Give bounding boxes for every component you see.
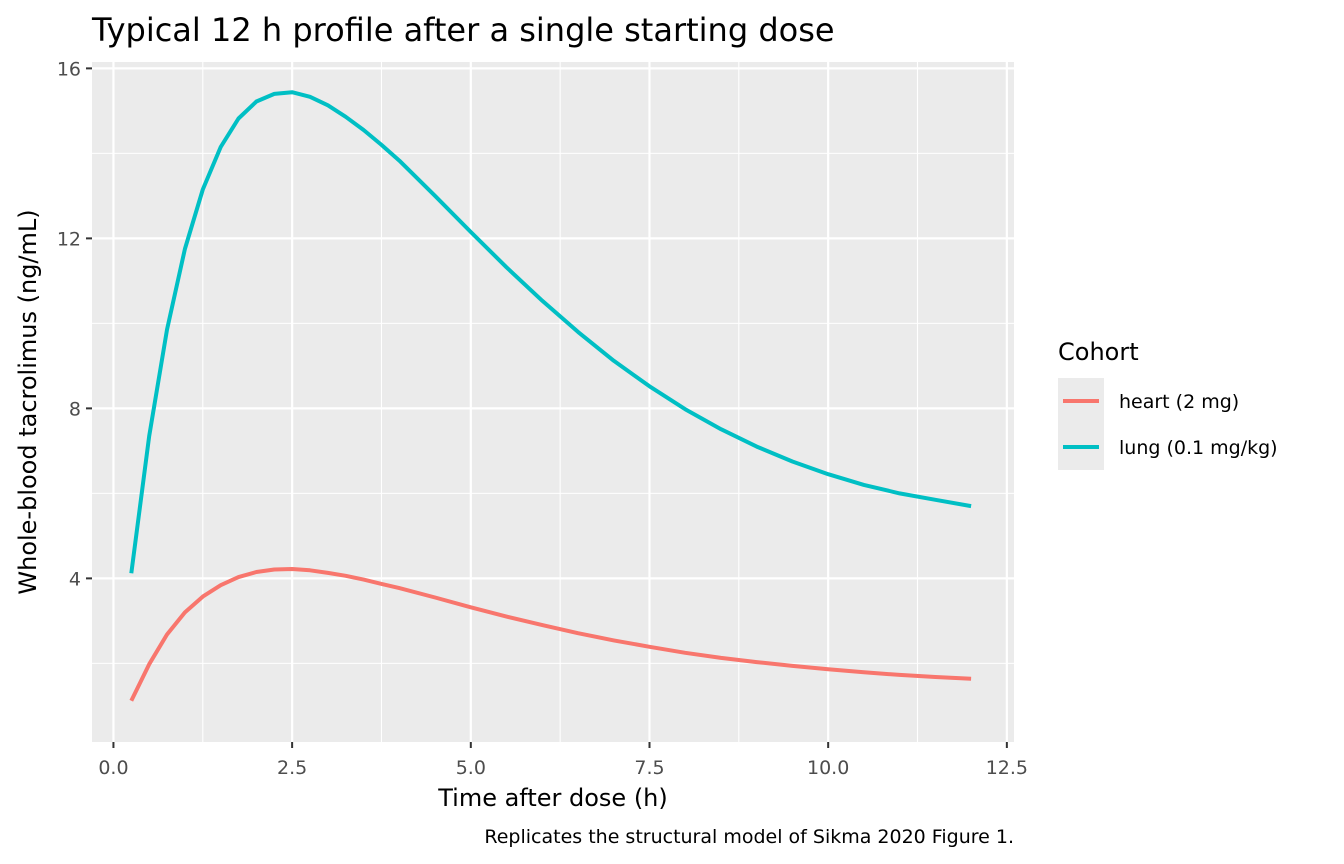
y-axis: 4 8 12 16 [57, 58, 92, 590]
x-tick-label: 0.0 [98, 757, 128, 779]
x-tick-label: 12.5 [986, 757, 1028, 779]
chart-title: Typical 12 h profile after a single star… [91, 11, 835, 49]
legend-title: Cohort [1058, 338, 1139, 366]
x-tick-label: 5.0 [456, 757, 486, 779]
y-tick-label: 8 [69, 398, 81, 420]
legend-label: lung (0.1 mg/kg) [1119, 437, 1278, 459]
x-tick-label: 2.5 [277, 757, 307, 779]
y-tick-label: 16 [57, 58, 81, 80]
plot-panel [92, 62, 1014, 742]
x-tick-label: 7.5 [634, 757, 664, 779]
y-tick-label: 4 [69, 568, 81, 590]
x-axis-title: Time after dose (h) [437, 784, 668, 812]
chart-caption: Replicates the structural model of Sikma… [484, 826, 1014, 848]
legend: Cohort heart (2 mg) lung (0.1 mg/kg) [1058, 338, 1278, 470]
legend-items: heart (2 mg) lung (0.1 mg/kg) [1058, 378, 1278, 470]
legend-label: heart (2 mg) [1119, 391, 1239, 413]
series-lines [129, 90, 972, 702]
grid-major [92, 62, 1014, 742]
x-axis: 0.0 2.5 5.0 7.5 10.0 12.5 [98, 742, 1028, 779]
y-tick-label: 12 [57, 228, 81, 250]
series-line [129, 567, 972, 702]
grid-minor [92, 62, 1014, 742]
y-axis-title: Whole-blood tacrolimus (ng/mL) [14, 209, 42, 594]
x-tick-label: 10.0 [807, 757, 849, 779]
series-line [129, 90, 972, 574]
